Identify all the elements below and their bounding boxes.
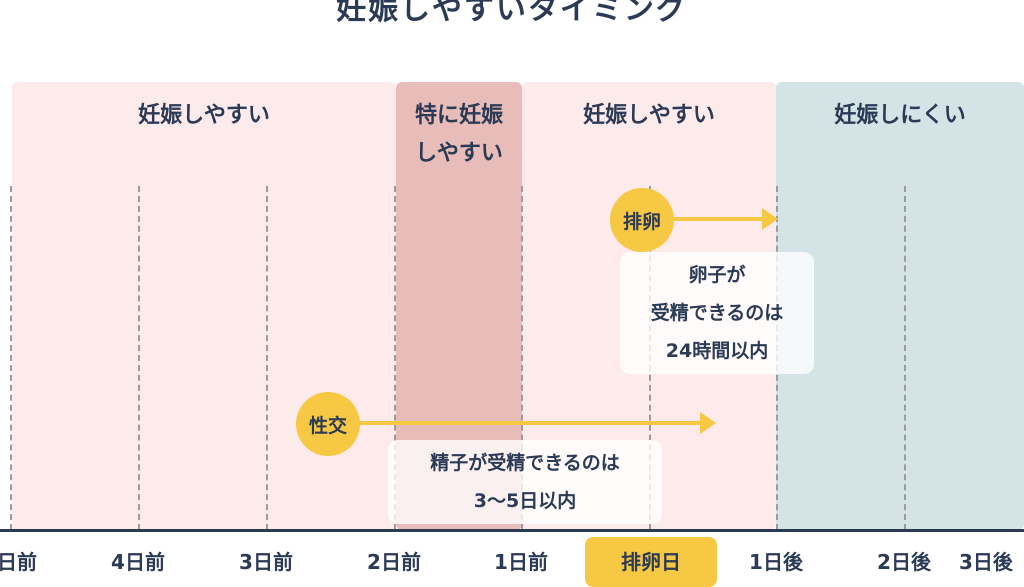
intercourse-arrow-head-icon: [700, 412, 716, 434]
intercourse-badge: 性交: [296, 392, 360, 456]
ovulation-arrow-head-icon: [762, 208, 778, 230]
zone-fertile-left: [12, 82, 396, 530]
ovulation-note-line2: 受精できるのは: [650, 302, 784, 324]
tick-label: 2日後: [877, 550, 931, 574]
intercourse-note-line1: 精子が受精できるのは: [430, 452, 620, 474]
timeline-axis: [0, 529, 1024, 532]
day-gridline: [521, 186, 523, 530]
zone-label-peak-line2: しやすい: [415, 141, 503, 166]
day-gridline: [904, 186, 906, 530]
day-gridline: [394, 186, 396, 530]
tick-label: 4日前: [111, 550, 165, 574]
day-gridline: [10, 186, 12, 530]
ovulation-note-line3: 24時間以内: [665, 340, 769, 362]
tick-label: 2日前: [367, 550, 421, 574]
zone-label-less-fertile: 妊娠しにくい: [834, 103, 966, 128]
tick-label: 1日後: [749, 550, 803, 574]
zone-less-fertile: [776, 82, 1024, 530]
day-gridline: [266, 186, 268, 530]
zone-label-peak-line1: 特に妊娠: [414, 103, 503, 128]
ovulation-badge: 排卵: [610, 188, 674, 252]
intercourse-arrow-line: [330, 421, 702, 425]
tick-label: 1日前: [494, 550, 548, 574]
tick-label: 3日後: [959, 550, 1013, 574]
ovulation-arrow-line: [650, 217, 764, 221]
tick-label: 5日前: [0, 550, 37, 574]
page-title: 妊娠しやすいタイミング: [336, 0, 688, 27]
tick-label: 3日前: [239, 550, 293, 574]
intercourse-note-line2: 3〜5日以内: [473, 490, 577, 512]
day-gridline: [138, 186, 140, 530]
ovulation-note-line1: 卵子が: [688, 264, 746, 286]
ovulation-note: 卵子が 受精できるのは 24時間以内: [620, 252, 814, 374]
zone-label-fertile-right: 妊娠しやすい: [583, 103, 715, 128]
ovulation-day-label: 排卵日: [621, 550, 681, 574]
intercourse-note: 精子が受精できるのは 3〜5日以内: [388, 440, 662, 524]
zone-label-fertile-left: 妊娠しやすい: [138, 103, 270, 128]
ovulation-badge-label: 排卵: [622, 210, 661, 233]
intercourse-badge-label: 性交: [308, 414, 347, 437]
